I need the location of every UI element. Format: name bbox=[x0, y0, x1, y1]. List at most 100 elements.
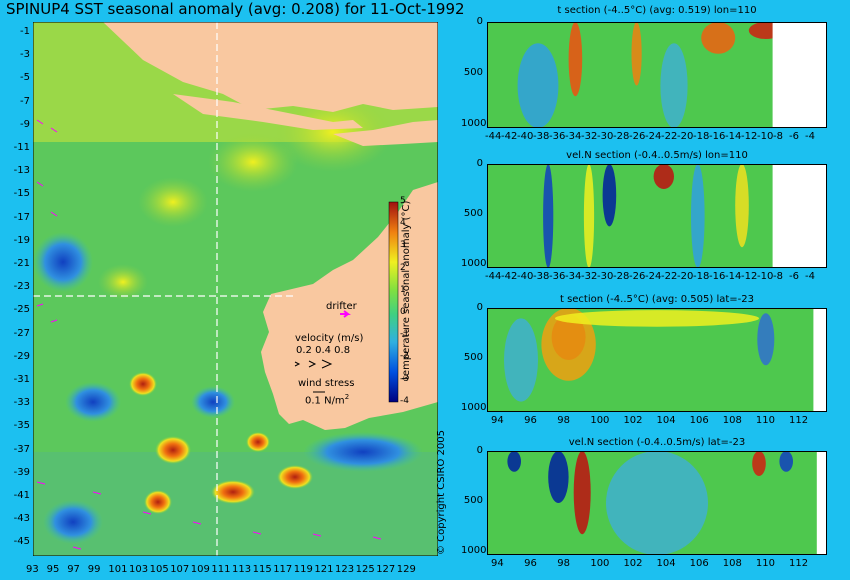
lat-tick-label: -29 bbox=[13, 350, 30, 362]
colorbar-tick-label: 5 bbox=[400, 196, 406, 206]
lat-tick-label: -31 bbox=[13, 374, 30, 385]
section-feature bbox=[504, 318, 538, 402]
cold-eddy bbox=[65, 382, 121, 422]
sst-map[interactable] bbox=[33, 22, 438, 556]
cold-eddy bbox=[303, 432, 423, 472]
section-feature bbox=[583, 164, 595, 268]
section-x-tick-label: -8 bbox=[773, 131, 783, 142]
lon-tick-label: 115 bbox=[252, 564, 272, 575]
section-x-tick-label: -44 bbox=[485, 131, 502, 142]
section-x-tick-label: -30 bbox=[597, 131, 614, 142]
lat-tick-label: -23 bbox=[13, 281, 30, 293]
section-x-tick-label: 104 bbox=[656, 415, 676, 426]
section-feature bbox=[543, 164, 554, 268]
land-timor bbox=[333, 120, 438, 146]
section-feature bbox=[691, 164, 705, 268]
lat-tick-label: -41 bbox=[13, 490, 30, 501]
depth-tick-label: 500 bbox=[463, 495, 483, 506]
section-x-tick-label: -4 bbox=[805, 131, 815, 142]
section-feature bbox=[653, 164, 674, 189]
drifter-icon bbox=[340, 310, 351, 318]
colorbar-tick-label: 3 bbox=[400, 240, 406, 251]
depth-tick-label: 500 bbox=[463, 352, 483, 363]
section-feature bbox=[573, 451, 591, 535]
land-java bbox=[173, 94, 363, 130]
lon-tick-label: 105 bbox=[149, 564, 169, 575]
section-x-tick-label: 110 bbox=[755, 415, 775, 426]
page-title: SPINUP4 SST seasonal anomaly (avg: 0.208… bbox=[6, 0, 465, 18]
velocity-title: velocity (m/s) bbox=[295, 333, 364, 344]
section-x-tick-label: -16 bbox=[709, 271, 726, 282]
lon-tick-label: 99 bbox=[87, 564, 101, 575]
warm-eddy bbox=[246, 432, 270, 452]
lon-tick-label: 113 bbox=[232, 564, 252, 575]
lat-tick-label: -43 bbox=[13, 513, 30, 525]
land-mask bbox=[772, 164, 827, 268]
section-x-tick-label: -6 bbox=[789, 271, 799, 282]
section-x-tick-label: -32 bbox=[581, 271, 598, 282]
lon-tick-label: 121 bbox=[314, 564, 334, 575]
section-x-tick-label: 94 bbox=[491, 415, 504, 426]
land-mask bbox=[813, 308, 827, 412]
section-plot[interactable] bbox=[487, 22, 827, 128]
lat-tick-label: -37 bbox=[13, 443, 30, 455]
section-feature bbox=[568, 22, 583, 97]
lon-tick-label: 103 bbox=[129, 564, 149, 575]
section-feature bbox=[507, 451, 521, 472]
section-x-tick-label: 106 bbox=[689, 415, 709, 426]
section-x-tick-label: -12 bbox=[741, 131, 758, 142]
section-x-tick-label: 108 bbox=[722, 415, 742, 426]
section-feature bbox=[541, 308, 596, 381]
section-x-tick-label: -36 bbox=[549, 131, 566, 142]
depth-tick-label: 0 bbox=[476, 16, 483, 27]
section-x-tick-label: -12 bbox=[741, 271, 758, 282]
lon-tick-label: 123 bbox=[335, 564, 355, 575]
depth-tick-label: 500 bbox=[463, 67, 483, 78]
section-x-tick-label: -40 bbox=[517, 271, 534, 282]
section-feature bbox=[701, 22, 736, 54]
section-x-tick-label: 100 bbox=[590, 415, 610, 426]
land-mask bbox=[772, 22, 827, 128]
section-x-tick-label: -28 bbox=[613, 131, 630, 142]
lon-tick-label: 109 bbox=[190, 564, 210, 575]
warm-eddy bbox=[144, 490, 172, 514]
lon-tick-label: 127 bbox=[376, 564, 396, 575]
section-feature bbox=[517, 43, 559, 128]
section-x-tick-label: -36 bbox=[549, 271, 566, 282]
section-feature bbox=[602, 164, 617, 227]
velocity-values: 0.2 0.4 0.8 bbox=[296, 345, 351, 356]
section-x-tick-label: -8 bbox=[773, 271, 783, 282]
lon-tick-label: 119 bbox=[293, 564, 313, 575]
section-x-tick-label: -18 bbox=[693, 271, 710, 282]
section-x-tick-label: 112 bbox=[789, 558, 809, 569]
velocity-arrow-icon bbox=[294, 361, 301, 367]
depth-tick-label: 500 bbox=[463, 208, 483, 219]
section-feature bbox=[660, 43, 688, 128]
warm-eddy bbox=[211, 480, 255, 504]
section-x-tick-label: 98 bbox=[557, 558, 570, 569]
lon-tick-label: 95 bbox=[46, 564, 60, 575]
lon-tick-label: 107 bbox=[170, 564, 190, 575]
section-x-tick-label: -10 bbox=[757, 271, 774, 282]
lat-tick-label: -3 bbox=[20, 49, 30, 61]
section-feature bbox=[606, 451, 708, 555]
lon-tick-label: 101 bbox=[108, 564, 128, 575]
colorbar-tick-label: 4 bbox=[400, 218, 406, 229]
section-x-tick-label: -42 bbox=[501, 131, 518, 142]
section-x-tick-label: 106 bbox=[689, 558, 709, 569]
section-title: vel.N section (-0.4..0.5m/s) lat=-23 bbox=[568, 437, 746, 448]
depth-tick-label: 1000 bbox=[461, 258, 487, 269]
colorbar bbox=[388, 201, 399, 403]
warm-eddy bbox=[277, 465, 313, 489]
cold-eddy bbox=[191, 386, 235, 418]
section-plot[interactable] bbox=[487, 164, 827, 268]
drifter-label: drifter bbox=[326, 301, 357, 312]
warm-eddy bbox=[155, 436, 191, 464]
section-x-tick-label: 96 bbox=[524, 415, 537, 426]
section-plot[interactable] bbox=[487, 451, 827, 555]
section-x-tick-label: -26 bbox=[629, 271, 646, 282]
lat-tick-label: -15 bbox=[13, 188, 30, 200]
land-mask bbox=[816, 451, 827, 555]
section-plot[interactable] bbox=[487, 308, 827, 412]
lat-tick-label: -27 bbox=[13, 327, 30, 339]
